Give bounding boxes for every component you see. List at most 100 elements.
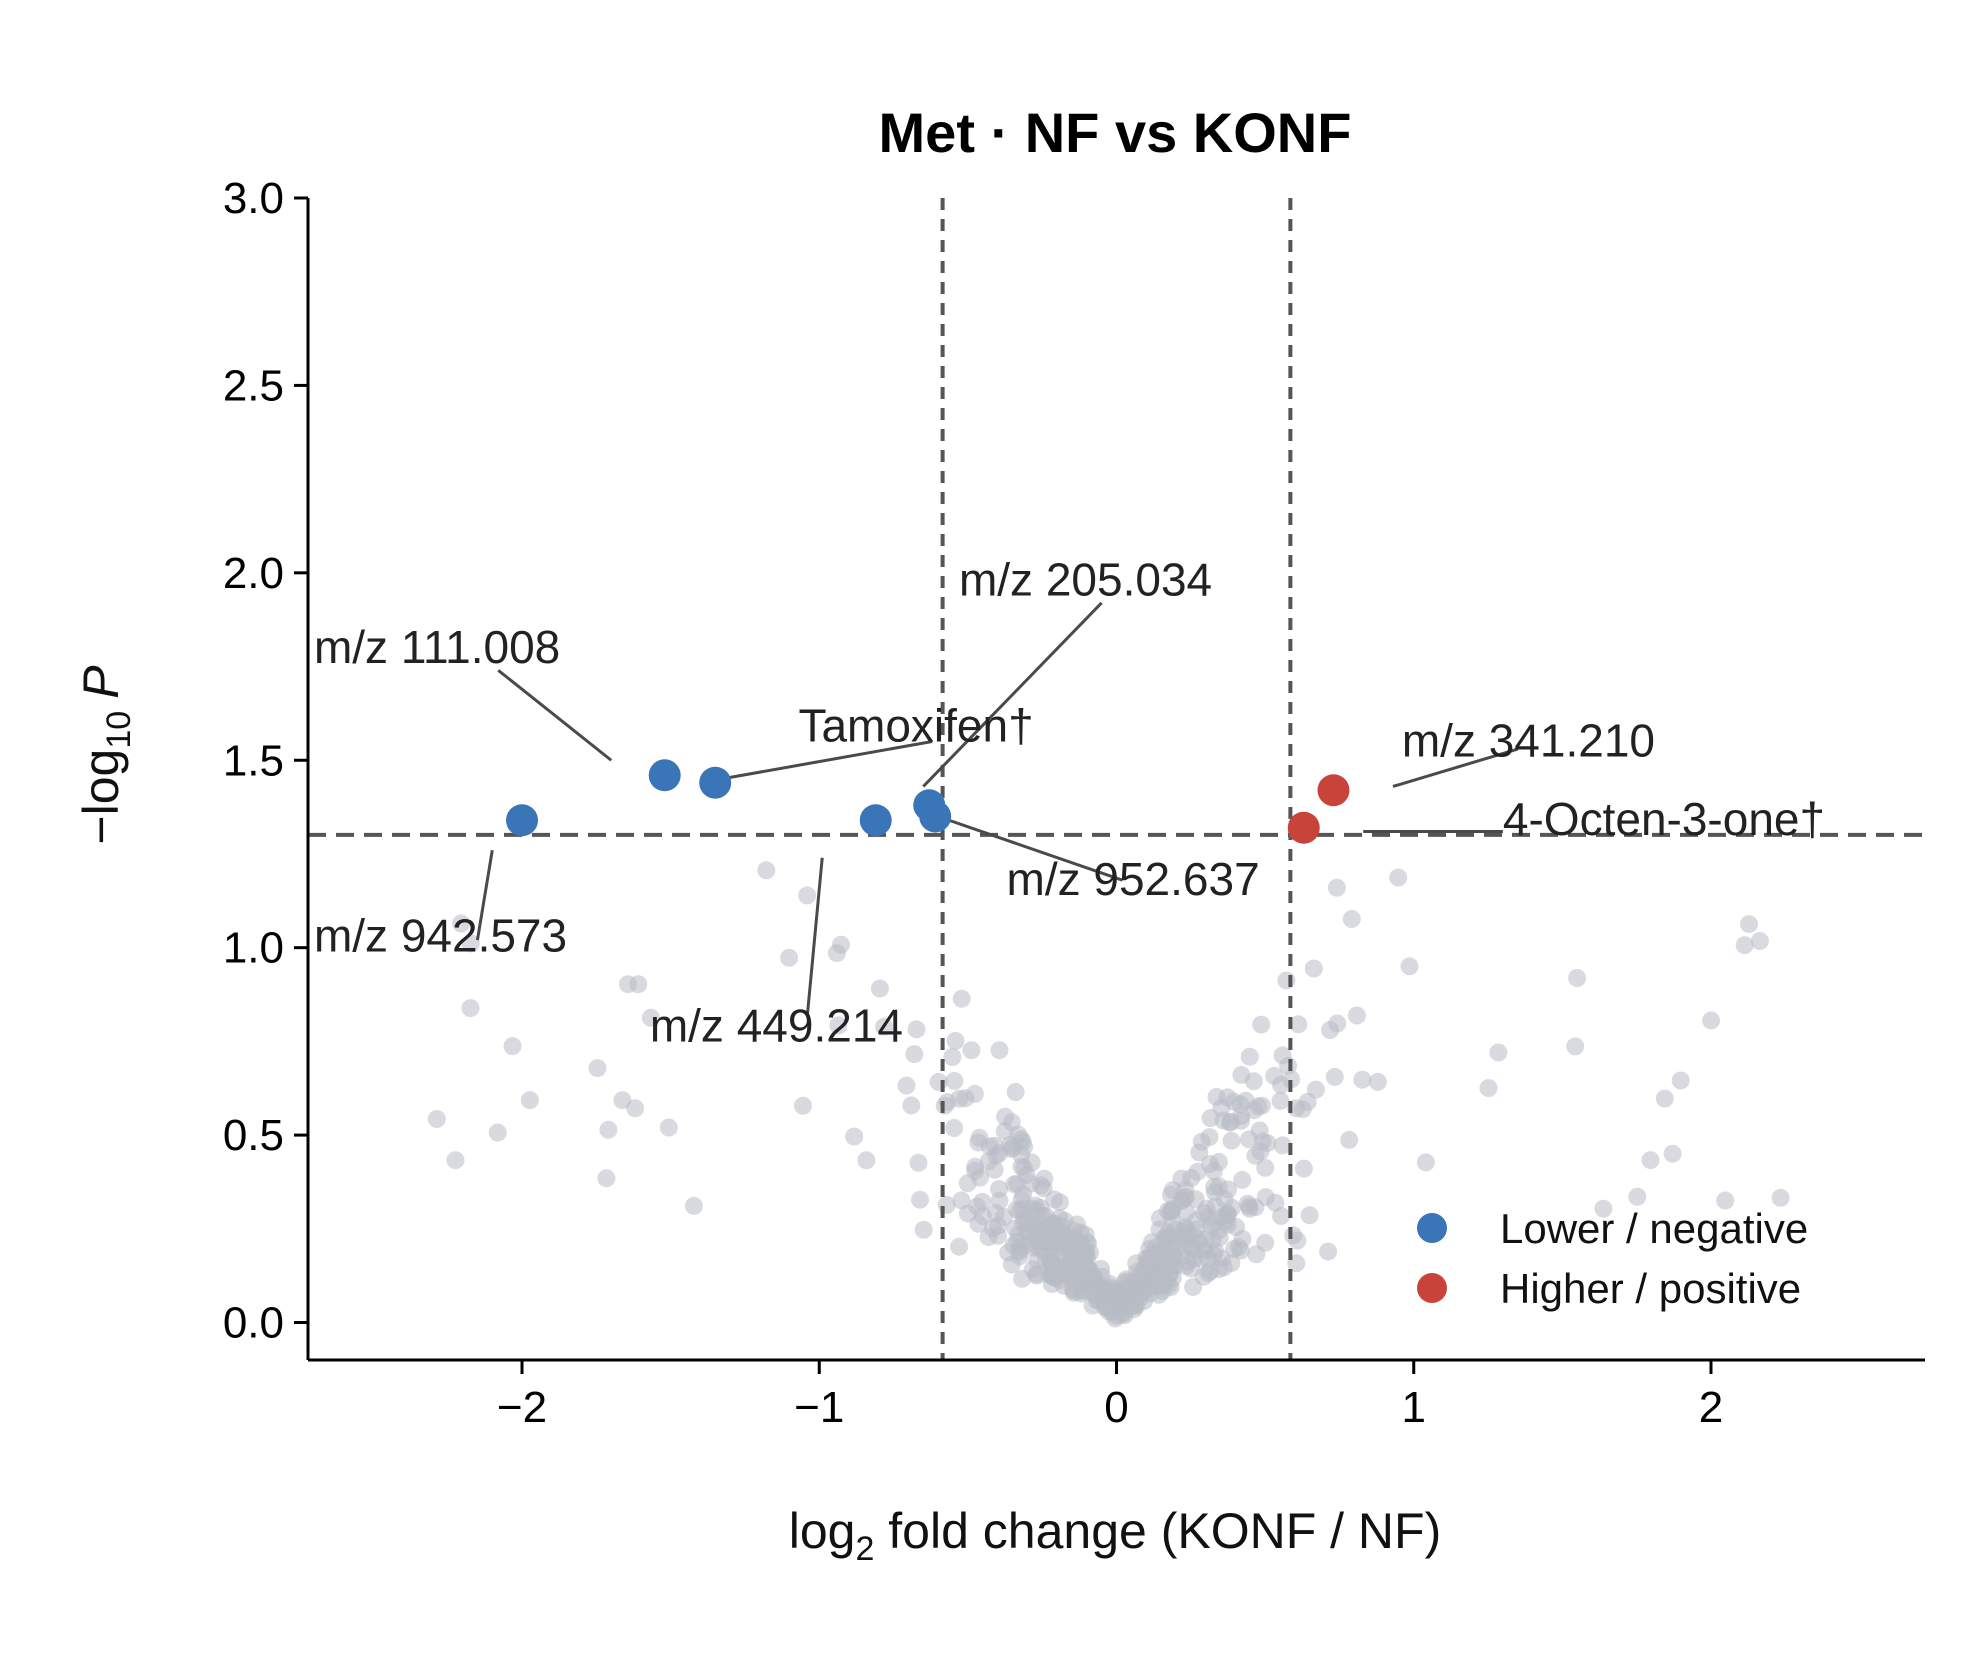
background-point [1273,1136,1292,1155]
background-point [845,1127,864,1146]
annotation-label: 4-Octen-3-one† [1503,793,1825,845]
background-point [969,1214,988,1233]
background-point [1246,1198,1265,1217]
background-point [945,1071,964,1090]
background-point [870,979,889,998]
background-point [1368,1072,1387,1091]
background-point [1740,915,1758,934]
background-point [875,1017,894,1036]
background-point [1201,1109,1220,1128]
background-point [1300,1206,1319,1225]
x-tick-label: 0 [1104,1383,1128,1432]
x-tick-label: 2 [1699,1383,1723,1432]
background-point [1210,1228,1229,1247]
background-point [1304,959,1323,978]
background-point [1027,1266,1046,1285]
background-point [1671,1071,1690,1090]
annotation-leader-line [497,669,613,762]
background-point [952,989,971,1008]
annotation-label: Tamoxifen† [798,700,1033,752]
background-point [1081,1243,1099,1262]
background-point [1265,1066,1284,1085]
background-point [641,1008,660,1027]
background-point [1327,878,1346,897]
background-point [1771,1188,1790,1207]
annotation-label: m/z 111.008 [314,621,560,673]
background-point [857,1151,876,1170]
background-point [1735,936,1754,955]
annotation-leaders [475,601,1519,1016]
background-point [1663,1144,1682,1163]
background-point [1154,1261,1173,1280]
background-point [962,1041,981,1060]
background-point [943,1048,962,1066]
background-point [1106,1284,1125,1303]
y-axis-label-p: P [73,665,129,699]
background-point [1155,1241,1173,1260]
background-point [994,1207,1013,1226]
background-point [902,1096,921,1115]
background-point [1400,957,1419,976]
background-point [1279,1056,1298,1075]
background-point [1489,1043,1508,1062]
background-point [968,1197,987,1216]
background-point [1219,1180,1238,1199]
annotation-leader-line [805,857,824,1016]
data-point [1287,811,1320,844]
background-point [989,1226,1007,1245]
background-point [1013,1269,1032,1288]
background-point [1222,1131,1241,1150]
background-point [1252,1015,1271,1034]
background-point [1294,1159,1313,1178]
background-point [520,1091,539,1110]
background-point [1139,1249,1158,1268]
background-point [1319,1242,1338,1261]
background-point [929,1073,948,1091]
background-point [1347,1006,1366,1025]
background-point [907,1020,926,1039]
background-point [1271,1091,1290,1110]
background-point [1641,1151,1660,1170]
background-point [1342,910,1361,928]
chart-title: Met · NF vs KONF [879,101,1352,164]
background-point [1250,1121,1269,1140]
background-point [1014,1214,1032,1233]
background-point [1416,1153,1435,1172]
background-point [1002,1255,1021,1274]
annotation-leader-line [720,740,933,781]
background-point [914,1220,933,1239]
background-point [1389,868,1408,887]
background-point [950,1089,969,1108]
background-point [966,1157,985,1176]
background-point [757,861,776,880]
background-point [1256,1158,1275,1177]
legend-marker-positive [1417,1273,1447,1303]
background-point [1244,1072,1263,1091]
data-point [859,804,892,837]
background-point [937,1195,956,1214]
background-point [626,1099,645,1118]
background-point [1277,971,1296,990]
annotation-labels: m/z 111.008 m/z 205.034 Tamoxifen† m/z 341.… [314,553,1825,1051]
background-point [794,1096,812,1115]
background-point [599,1120,618,1139]
background-point [1594,1199,1613,1218]
y-tick-label: 1.5 [223,736,284,785]
background-point [488,1123,507,1142]
background-point [946,1031,965,1050]
axes: 0.0 0.5 1.0 1.5 2.0 2.5 3.0 −2 −1 0 1 2 [223,174,1925,1432]
background-point [952,1191,971,1210]
significant-points [506,759,1350,844]
background-point [588,1059,607,1078]
background-point [1328,1014,1347,1033]
background-point [970,1128,989,1147]
background-point [1247,1245,1266,1264]
background-point [945,1119,964,1137]
background-point [897,1076,916,1095]
background-point [427,1110,446,1128]
background-point [1159,1201,1177,1220]
data-point [699,766,732,799]
background-point [1289,1015,1308,1034]
